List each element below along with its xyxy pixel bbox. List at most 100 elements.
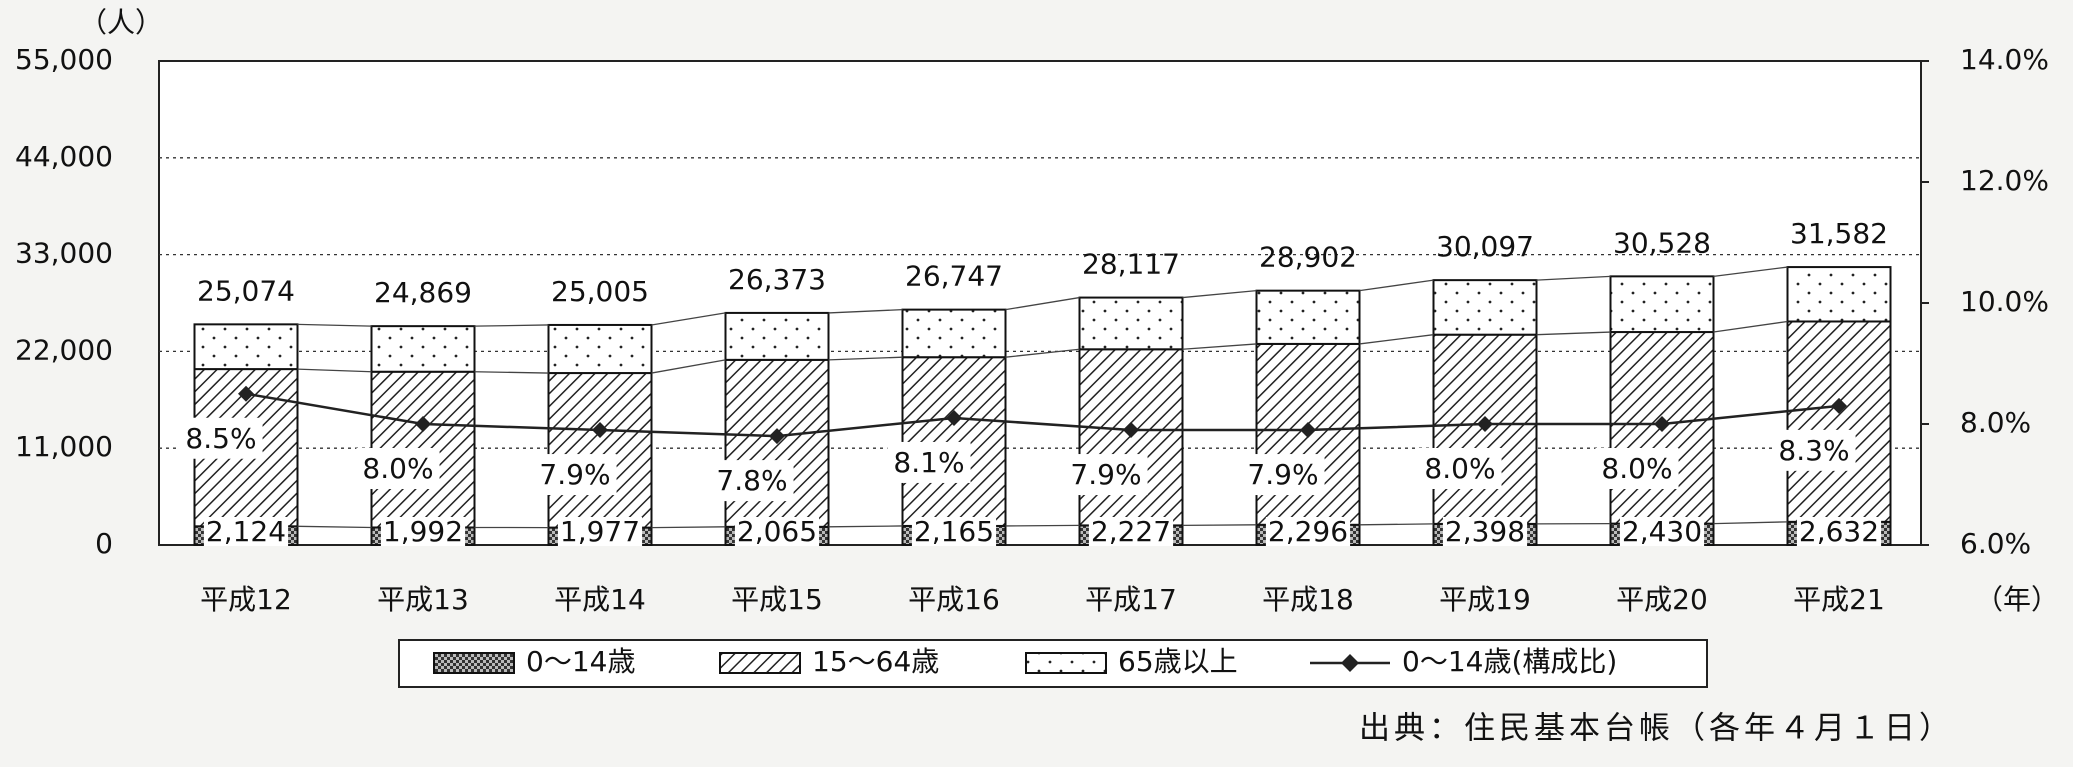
bar-segment <box>1255 289 1361 345</box>
label-background <box>557 517 643 546</box>
line-marker <box>238 385 254 402</box>
bar-segment <box>193 323 299 371</box>
legend-swatch <box>1025 652 1107 674</box>
total-label: 30,097 <box>1436 230 1534 263</box>
bar-segment <box>547 372 653 529</box>
total-label: 25,074 <box>197 274 295 307</box>
total-label: 26,747 <box>905 260 1003 293</box>
bottom-value-label: 2,430 <box>1622 515 1702 548</box>
y-tick-label: 55,000 <box>15 43 113 76</box>
y2-tick-label: 14.0% <box>1960 43 2049 76</box>
x-tick-label: 平成18 <box>1262 583 1354 616</box>
line-marker <box>1123 422 1139 439</box>
total-label: 25,005 <box>551 275 649 308</box>
series-connector <box>1536 331 1611 336</box>
bar-segment <box>547 323 653 375</box>
series-connector <box>1005 348 1080 358</box>
line-marker <box>415 416 431 432</box>
bottom-value-label: 2,124 <box>206 515 286 548</box>
y-tick-label: 11,000 <box>15 430 113 463</box>
ratio-label: 7.9% <box>539 458 610 491</box>
legend-label: 0～14歳 <box>526 645 635 678</box>
line-marker <box>1831 397 1847 414</box>
x-tick-label: 平成15 <box>731 583 823 616</box>
bottom-value-label: 1,992 <box>383 515 463 548</box>
series-connector <box>651 359 726 374</box>
ratio-label: 8.0% <box>1424 452 1495 485</box>
label-background <box>1442 517 1528 546</box>
series-connector <box>1713 266 1788 277</box>
ratio-label: 8.0% <box>362 452 433 485</box>
series-connector <box>1005 524 1080 527</box>
series-connector <box>651 312 726 326</box>
series-connector <box>297 368 372 373</box>
y2-tick-label: 8.0% <box>1960 406 2031 439</box>
series-connector <box>1359 523 1434 526</box>
y-tick-label: 44,000 <box>15 140 113 173</box>
bottom-value-label: 2,165 <box>914 515 994 548</box>
series-connector <box>297 323 372 327</box>
legend-label: 0～14歳(構成比) <box>1402 645 1617 678</box>
bar-segment <box>1609 275 1715 334</box>
bar-segment <box>724 311 830 361</box>
total-label: 30,528 <box>1613 226 1711 259</box>
ratio-label: 8.3% <box>1778 434 1849 467</box>
ratio-label: 8.0% <box>1601 452 1672 485</box>
total-label: 28,902 <box>1259 241 1357 274</box>
label-background <box>911 517 997 546</box>
series-connector <box>1359 279 1434 292</box>
label-background <box>1772 429 1856 471</box>
total-label: 28,117 <box>1082 248 1180 281</box>
line-marker <box>769 428 785 445</box>
total-label: 31,582 <box>1790 217 1888 250</box>
label-background <box>710 460 794 502</box>
y-tick-label: 22,000 <box>15 333 113 366</box>
bottom-value-label: 2,632 <box>1799 515 1879 548</box>
ratio-label: 8.5% <box>185 422 256 455</box>
line <box>245 392 1840 438</box>
x-tick-label: 平成19 <box>1439 583 1531 616</box>
y2-tick-label: 10.0% <box>1960 285 2049 318</box>
source: 出典：住民基本台帳（各年４月１日） <box>1359 711 1954 747</box>
bottom-value-label: 1,977 <box>560 515 640 548</box>
series-connector <box>297 525 372 529</box>
label-background <box>1595 448 1679 489</box>
bottom-value-label: 2,065 <box>737 515 817 548</box>
series-connector <box>1536 275 1611 281</box>
ratio-label: 7.9% <box>1070 458 1141 491</box>
series-connector <box>474 324 549 327</box>
y-tick-label: 0 <box>95 527 113 560</box>
y-tick-label: 33,000 <box>15 237 113 270</box>
line-marker <box>592 422 608 439</box>
series-connector <box>828 308 903 314</box>
bottom-value-label: 2,398 <box>1445 515 1525 548</box>
ratio-label: 8.1% <box>893 446 964 479</box>
bar-segment <box>370 325 476 373</box>
label-background <box>533 454 617 496</box>
x-tick-label: 平成17 <box>1085 583 1177 616</box>
x-tick-label: 平成13 <box>377 583 469 616</box>
bar-segment <box>1078 296 1184 351</box>
label-background <box>1796 517 1882 546</box>
label-background <box>1418 448 1502 489</box>
legend-swatch-marker <box>1341 654 1359 672</box>
label-background <box>734 517 820 546</box>
legend-label: 65歳以上 <box>1118 645 1238 678</box>
series-connector <box>1182 524 1257 527</box>
series-connector <box>1359 334 1434 345</box>
label-background <box>887 441 971 483</box>
bar-segment <box>901 356 1007 527</box>
label-background <box>356 448 440 489</box>
legend-label: 15～64歳 <box>812 645 939 678</box>
label-background <box>203 517 289 546</box>
line-marker <box>946 409 962 426</box>
series-connector <box>1005 296 1080 311</box>
series-connector <box>1182 343 1257 350</box>
series-connector <box>828 356 903 361</box>
ratio-label: 7.8% <box>716 464 787 497</box>
bottom-value-label: 2,227 <box>1091 515 1171 548</box>
label-background <box>1265 517 1351 546</box>
x-tick-label: 平成16 <box>908 583 1000 616</box>
